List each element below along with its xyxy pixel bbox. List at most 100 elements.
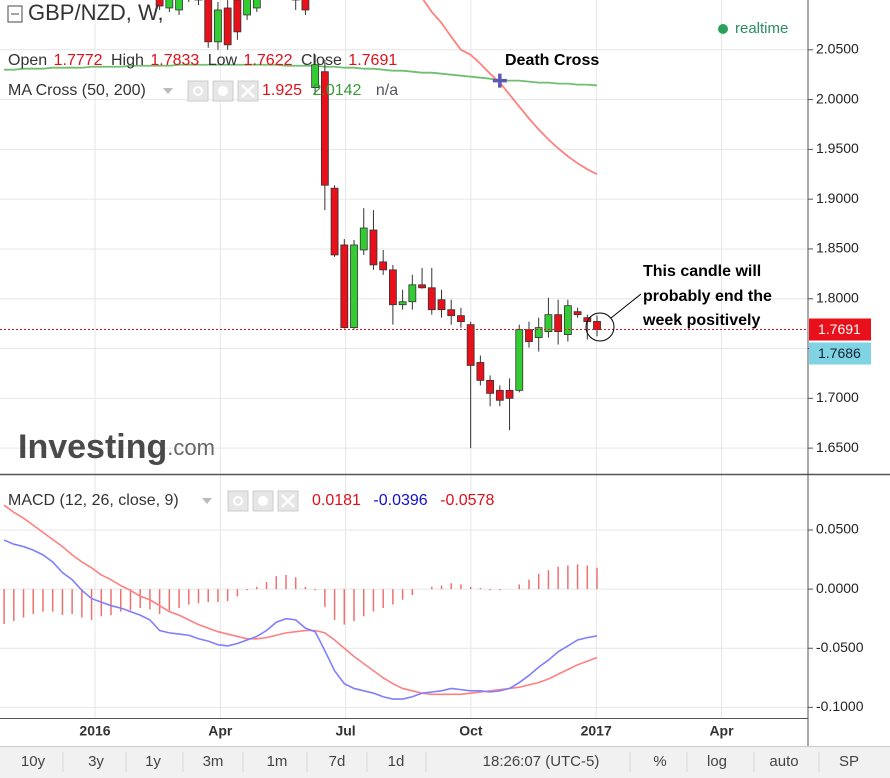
y-tick-label: 0.0000 bbox=[816, 580, 859, 596]
range-button[interactable]: 1y bbox=[145, 753, 161, 770]
toolbar bbox=[0, 746, 890, 778]
candle-body bbox=[593, 321, 601, 330]
candle-body bbox=[408, 284, 417, 303]
remove-glyph bbox=[281, 494, 295, 508]
realtime-label: realtime bbox=[735, 20, 788, 37]
visibility-glyph bbox=[193, 86, 203, 96]
y-tick-label: 1.6500 bbox=[816, 439, 859, 455]
candle-body bbox=[476, 362, 485, 381]
ma-extra-value: n/a bbox=[376, 82, 398, 99]
range-button[interactable]: 3y bbox=[88, 753, 104, 770]
macd-signal-value: -0.0578 bbox=[440, 492, 494, 509]
ma-fast-line bbox=[422, 0, 598, 176]
settings-glyph bbox=[258, 496, 268, 506]
macd-signal-line bbox=[3, 504, 598, 696]
ohlc-value: 1.7772 bbox=[54, 52, 103, 69]
watermark: Investing.com bbox=[18, 428, 215, 466]
candle-body bbox=[223, 7, 232, 46]
range-button[interactable]: 1m bbox=[267, 753, 288, 770]
y-tick-label: 1.9000 bbox=[816, 190, 859, 206]
visibility-glyph bbox=[233, 496, 243, 506]
clock: 18:26:07 (UTC-5) bbox=[483, 753, 600, 770]
range-button[interactable]: 1d bbox=[388, 753, 405, 770]
macd-line-value: -0.0396 bbox=[373, 492, 427, 509]
option-button[interactable]: % bbox=[653, 753, 666, 770]
candle-body bbox=[359, 227, 368, 251]
x-tick-label: 2017 bbox=[581, 723, 612, 739]
candle-body bbox=[388, 269, 397, 306]
candle-body bbox=[320, 71, 329, 186]
candle-body bbox=[398, 301, 407, 306]
visibility-icon[interactable] bbox=[227, 490, 249, 512]
candle-body bbox=[243, 0, 252, 16]
x-tick-label: 2016 bbox=[79, 723, 110, 739]
candle-body bbox=[495, 389, 504, 401]
ohlc-value: 1.7833 bbox=[150, 52, 199, 69]
dropdown-icon[interactable] bbox=[202, 498, 212, 504]
y-tick-label: 1.7000 bbox=[816, 389, 859, 405]
range-button[interactable]: 7d bbox=[329, 753, 346, 770]
candle-body bbox=[447, 309, 456, 317]
candle-body bbox=[155, 0, 164, 7]
settings-glyph bbox=[218, 86, 228, 96]
realtime-dot bbox=[718, 24, 728, 34]
ohlc-label: High bbox=[111, 52, 144, 69]
y-tick-label: -0.1000 bbox=[816, 698, 864, 714]
option-button[interactable]: log bbox=[707, 753, 727, 770]
ohlc-label: Close bbox=[301, 52, 342, 69]
ma-legend-label: MA Cross (50, 200) bbox=[8, 82, 146, 99]
candle-body bbox=[379, 261, 388, 271]
candle-body bbox=[252, 0, 261, 9]
price-panel bbox=[0, 0, 808, 449]
ohlc-value: 1.7691 bbox=[348, 52, 397, 69]
candle-body bbox=[340, 244, 349, 329]
ohlc-label: Open bbox=[8, 52, 47, 69]
y-tick-label: 1.8500 bbox=[816, 240, 859, 256]
x-tick-label: Apr bbox=[709, 723, 734, 739]
collapse-icon[interactable] bbox=[7, 5, 23, 23]
candle-body bbox=[165, 0, 174, 9]
note-pointer bbox=[610, 293, 642, 319]
y-tick-label: 1.9500 bbox=[816, 140, 859, 156]
death-cross-label: Death Cross bbox=[505, 52, 599, 69]
chart-title: GBP/NZD, W, bbox=[28, 0, 164, 25]
y-tick-label: 0.0500 bbox=[816, 521, 859, 537]
candle-body bbox=[554, 314, 563, 332]
candle-body bbox=[427, 287, 436, 311]
remove-glyph bbox=[241, 84, 255, 98]
macd-legend-values: 0.0181 -0.0396 -0.0578 bbox=[312, 492, 494, 509]
candle-body bbox=[563, 305, 572, 335]
ma-fast-value: 1.925 bbox=[262, 82, 302, 99]
option-button[interactable]: SP bbox=[839, 753, 859, 770]
candle-body bbox=[301, 0, 310, 11]
note-circle bbox=[585, 312, 615, 342]
y-tick-label: 2.0500 bbox=[816, 40, 859, 56]
note-line: This candle will bbox=[643, 263, 761, 280]
ma-legend-values: 1.925 2.0142 n/a bbox=[262, 82, 398, 99]
candle-body bbox=[330, 187, 339, 256]
indicator-icons bbox=[227, 490, 299, 512]
dropdown-icon[interactable] bbox=[163, 88, 173, 94]
x-tick-label: Oct bbox=[459, 723, 483, 739]
candle-body bbox=[505, 389, 514, 399]
visibility-icon[interactable] bbox=[187, 80, 209, 102]
range-button[interactable]: 10y bbox=[21, 753, 46, 770]
range-button[interactable]: 3m bbox=[203, 753, 224, 770]
candle-body bbox=[466, 324, 475, 366]
option-button[interactable]: auto bbox=[769, 753, 798, 770]
candle-body bbox=[525, 329, 533, 342]
macd-hist-value: 0.0181 bbox=[312, 492, 361, 509]
candle-body bbox=[175, 0, 183, 11]
ohlc-legend: Open 1.7772 High 1.7833 Low 1.7622 Close… bbox=[8, 52, 397, 69]
candle-body bbox=[515, 329, 524, 391]
axes: 2016AprJulOct2017Apr1.65001.70001.75001.… bbox=[0, 0, 890, 746]
note-line: probably end the bbox=[643, 288, 772, 305]
candle-body bbox=[369, 229, 378, 266]
watermark-suffix: .com bbox=[167, 435, 215, 460]
candle-body bbox=[311, 64, 320, 89]
x-tick-label: Jul bbox=[335, 723, 355, 739]
candle-body bbox=[486, 379, 495, 394]
